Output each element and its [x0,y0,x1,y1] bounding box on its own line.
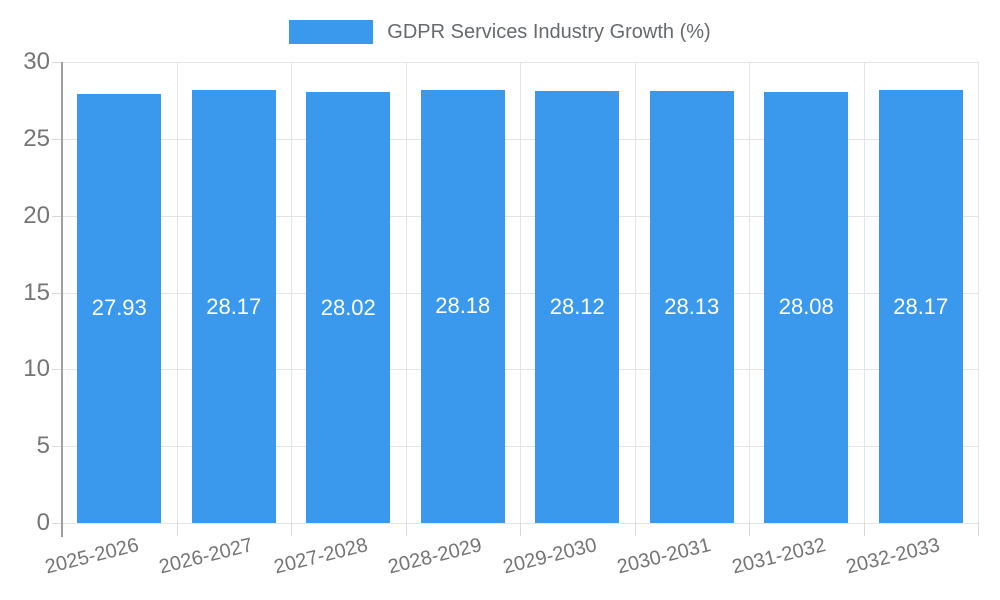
x-tick-mark [291,523,292,536]
y-tick-label: 25 [23,124,50,152]
bar-value-label: 28.08 [778,294,834,320]
x-tick-mark [520,523,521,536]
x-gridline [520,62,521,523]
x-tick-label: 2025-2026 [42,534,141,579]
x-gridline [291,62,292,523]
y-tick-label: 15 [23,278,50,306]
y-tick-mark [52,523,62,524]
y-tick-label: 30 [23,48,50,75]
y-tick-label: 5 [36,432,50,460]
y-tick-mark [52,62,62,63]
y-tick-mark [52,292,62,294]
bar-value-label: 28.12 [549,293,605,319]
x-tick-mark [405,523,407,536]
legend[interactable]: GDPR Services Industry Growth (%) [0,16,1000,48]
legend-label: GDPR Services Industry Growth (%) [387,20,711,43]
x-tick-mark [749,523,750,536]
y-tick-label: 0 [36,509,50,536]
y-tick-label: 10 [23,355,50,383]
x-tick-label: 2028-2029 [385,534,485,579]
y-tick-label: 20 [23,201,50,229]
x-tick-mark [978,523,979,536]
bar-value-label: 28.17 [893,293,949,319]
x-tick-mark [634,523,636,536]
y-tick-mark [52,369,62,371]
bar-2025-2026[interactable]: 27.93 [77,93,162,523]
legend-swatch [289,20,374,44]
bar-value-label: 27.93 [91,295,147,321]
bar-2032-2033[interactable]: 28.17 [878,90,963,523]
y-axis-line [61,62,63,537]
x-gridline [176,62,178,523]
x-tick-label: 2029-2030 [500,534,599,579]
bar-2029-2030[interactable]: 28.12 [535,90,620,523]
y-tick-mark [52,446,62,448]
y-tick-mark [52,215,62,217]
x-tick-label: 2027-2028 [271,534,370,579]
bar-2031-2032[interactable]: 28.08 [764,91,849,523]
x-gridline [749,62,750,523]
x-gridline [863,62,865,523]
bar-value-label: 28.18 [435,293,491,319]
y-tick-mark [52,138,62,140]
x-tick-label: 2031-2032 [729,534,828,579]
bar-value-label: 28.13 [664,293,720,319]
bar-2030-2031[interactable]: 28.13 [649,90,734,523]
bar-2026-2027[interactable]: 28.17 [191,90,276,523]
x-gridline [634,62,636,523]
x-tick-mark [176,523,178,536]
bar-value-label: 28.17 [206,293,262,319]
x-tick-label: 2026-2027 [156,534,256,579]
x-tick-label: 2032-2033 [843,534,943,579]
x-tick-label: 2030-2031 [614,534,714,579]
bar-2027-2028[interactable]: 28.02 [306,92,391,523]
bar-2028-2029[interactable]: 28.18 [420,89,505,523]
x-gridline [405,62,407,523]
x-tick-mark [863,523,865,536]
bar-value-label: 28.02 [320,294,376,320]
x-gridline [978,62,979,523]
